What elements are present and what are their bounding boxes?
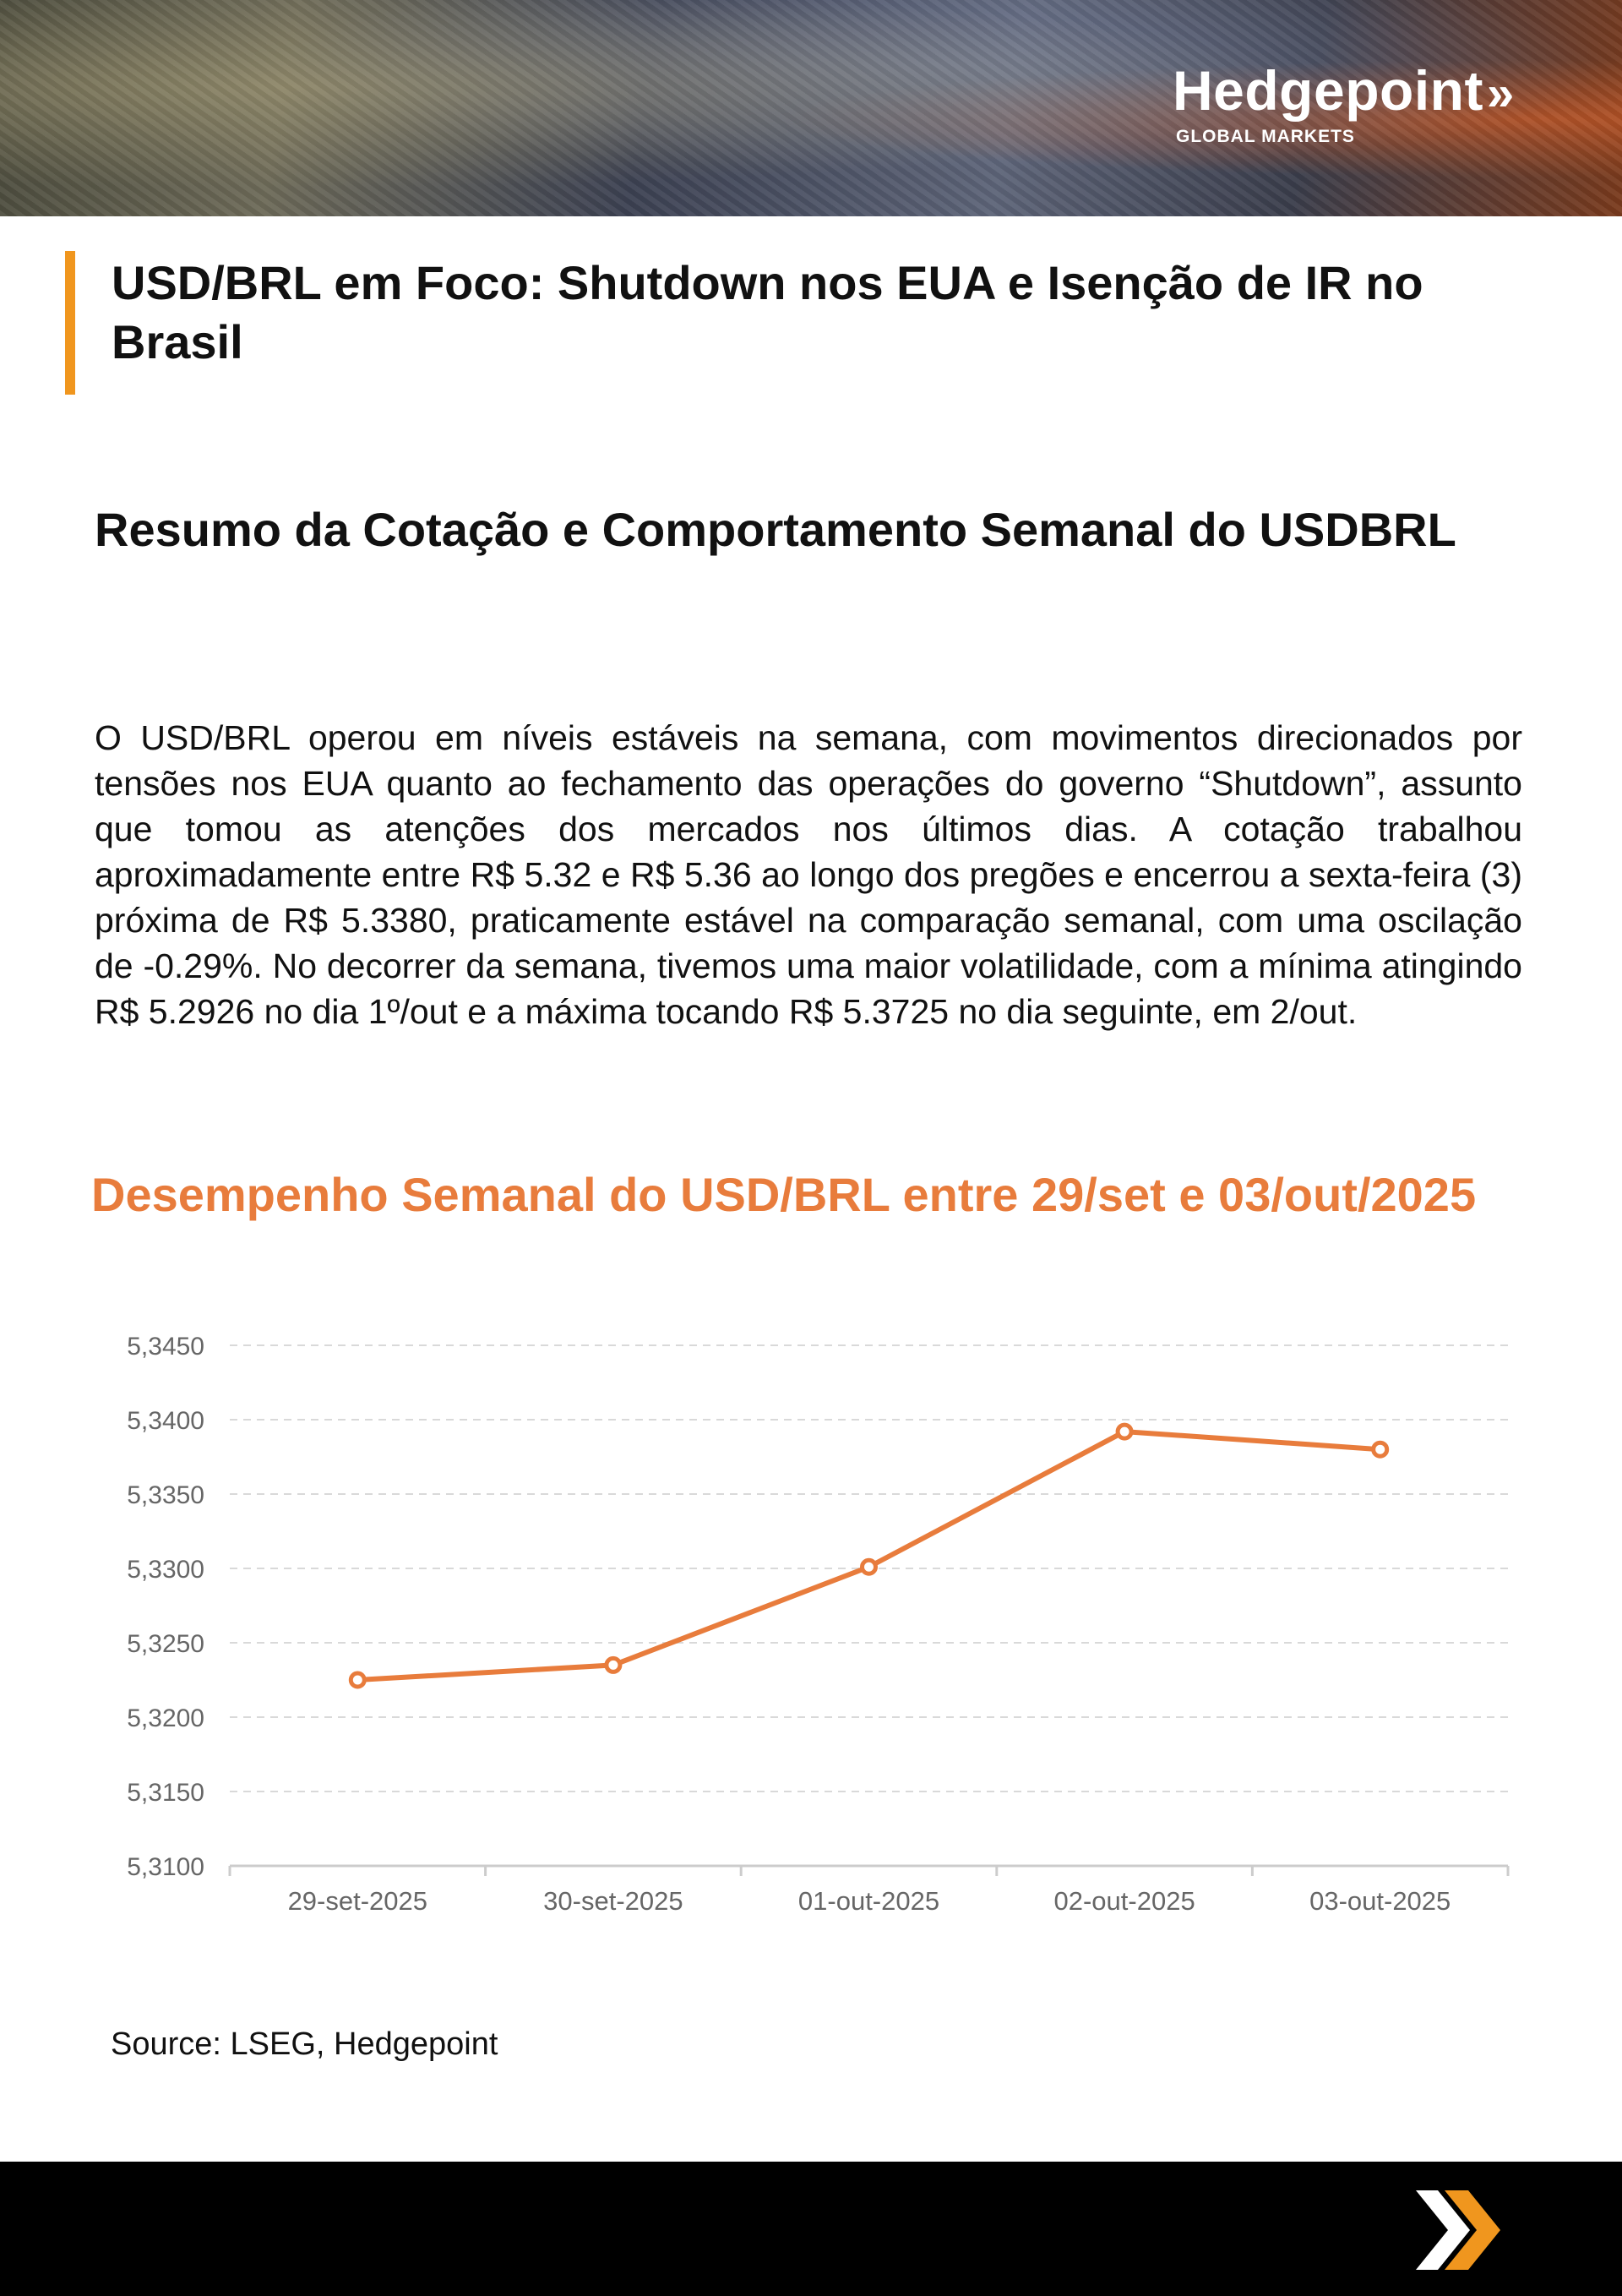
y-tick-label: 5,3100	[127, 1853, 204, 1881]
source-note: Source: LSEG, Hedgepoint	[111, 2026, 498, 2062]
x-tick-label: 01-out-2025	[798, 1886, 939, 1916]
y-tick-label: 5,3200	[127, 1704, 204, 1732]
brand-logo: Hedgepoint» GLOBAL MARKETS	[1173, 63, 1514, 147]
x-tick-label: 02-out-2025	[1054, 1886, 1195, 1916]
banner-texture	[0, 0, 1622, 216]
y-tick-label: 5,3250	[127, 1630, 204, 1658]
body-paragraph: O USD/BRL operou em níveis estáveis na s…	[95, 718, 1522, 1031]
y-tick-label: 5,3350	[127, 1481, 204, 1509]
chart-title: Desempenho Semanal do USD/BRL entre 29/s…	[91, 1168, 1477, 1221]
data-point	[604, 1655, 623, 1674]
x-tick-label: 30-set-2025	[543, 1886, 683, 1916]
hedgepoint-chevron-icon	[1416, 2190, 1500, 2270]
footer-bar	[0, 2162, 1622, 2296]
page-title: USD/BRL em Foco: Shutdown nos EUA e Isen…	[112, 256, 1423, 368]
y-tick-label: 5,3300	[127, 1556, 204, 1584]
title-accent-bar	[65, 251, 75, 395]
brand-name: Hedgepoint	[1173, 59, 1483, 122]
data-point	[348, 1671, 367, 1689]
data-point	[1371, 1440, 1390, 1459]
x-tick-label: 29-set-2025	[288, 1886, 427, 1916]
y-tick-label: 5,3400	[127, 1407, 204, 1435]
data-point	[1115, 1422, 1134, 1441]
section-title: Resumo da Cotação e Comportamento Semana…	[95, 503, 1456, 556]
header-banner: Hedgepoint» GLOBAL MARKETS	[0, 0, 1622, 216]
data-point	[860, 1557, 878, 1576]
x-tick-label: 03-out-2025	[1309, 1886, 1451, 1916]
brand-subtitle: GLOBAL MARKETS	[1176, 127, 1355, 146]
y-tick-label: 5,3450	[127, 1333, 204, 1361]
brand-chevron-icon: »	[1486, 66, 1515, 121]
line-chart: 5,3450 5,3400 5,3350 5,3300 5,3250 5,3200 5,31…	[127, 1333, 1510, 1916]
y-tick-label: 5,3150	[127, 1779, 204, 1807]
